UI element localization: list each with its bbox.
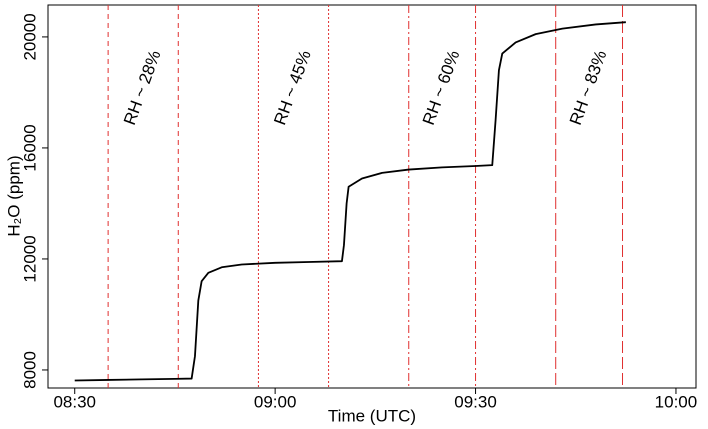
annotation: RH ~ 45% — [270, 48, 315, 128]
annotation: RH ~ 83% — [566, 48, 611, 128]
x-tick-label: 09:00 — [254, 392, 297, 411]
annotation: RH ~ 28% — [120, 48, 165, 128]
x-tick-label: 09:30 — [454, 392, 497, 411]
y-tick-label: 8000 — [20, 351, 39, 389]
y-tick-label: 16000 — [20, 124, 39, 171]
x-tick-label: 10:00 — [655, 392, 698, 411]
data-line — [74, 21, 626, 382]
y-tick-label: 12000 — [20, 235, 39, 282]
y-tick-label: 20000 — [20, 13, 39, 60]
y-axis-label: H₂O (ppm) — [4, 155, 23, 236]
annotation: RH ~ 60% — [419, 48, 464, 128]
x-axis-label: Time (UTC) — [328, 406, 416, 425]
plot-frame — [47, 4, 697, 389]
x-tick-label: 08:30 — [53, 392, 96, 411]
